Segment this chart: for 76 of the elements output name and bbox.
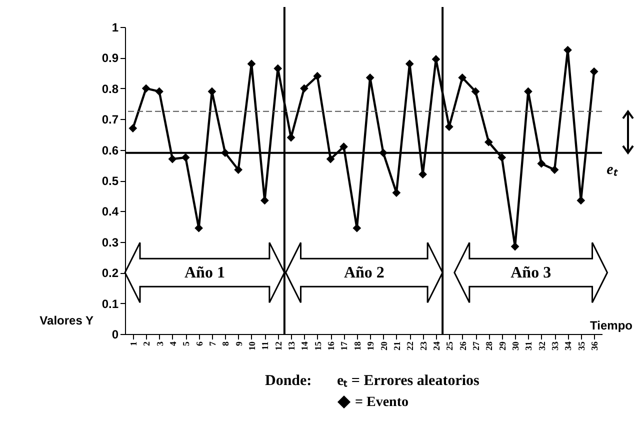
x-tick-label: 3 [154, 341, 165, 346]
x-tick-label: 21 [392, 341, 402, 350]
y-tick-label: 0.2 [102, 266, 119, 280]
text: eₜ [606, 162, 618, 178]
x-tick-label: 32 [536, 341, 547, 350]
point [181, 153, 190, 162]
y-tick-label: 0.1 [102, 296, 119, 311]
x-tick-label: 25 [444, 341, 455, 350]
x-tick-label: 18 [352, 341, 362, 350]
x-tick-label: 9 [234, 341, 244, 346]
point [326, 154, 335, 164]
x-tick-label: 14 [300, 341, 310, 350]
x-tick-label: 28 [484, 341, 494, 350]
point [590, 67, 598, 76]
x-tick-label: 11 [260, 341, 270, 350]
y-axis-title: Valores Y [40, 314, 94, 328]
point [313, 72, 322, 80]
point [550, 166, 559, 174]
annotation: Año 3 [510, 264, 552, 282]
x-axis-title: Tiempo [590, 318, 632, 332]
annotation: Año 2 [344, 264, 384, 282]
text: eₜ = Errores aleatorios [337, 373, 480, 389]
x-tick-label: 24 [431, 341, 442, 350]
y-tick-label: 0.4 [102, 204, 119, 219]
y-tick-label: 0.8 [102, 82, 119, 96]
x-tick-label: 8 [220, 341, 231, 346]
x-tick-label: 35 [576, 341, 586, 350]
x-tick-label: 4 [168, 341, 178, 346]
y-tick-label: 1 [112, 20, 119, 34]
point [392, 188, 401, 197]
x-tick-label: 16 [326, 341, 336, 350]
x-tick-label: 20 [378, 341, 389, 350]
point [128, 124, 138, 132]
y-tick-label: 0.9 [102, 51, 119, 66]
x-tick-label: 23 [418, 341, 428, 350]
x-tick-label: 2 [142, 341, 152, 346]
point [537, 159, 546, 168]
x-tick-label: 26 [458, 341, 468, 350]
x-tick-label: 31 [524, 341, 534, 350]
point [471, 87, 480, 96]
x-tick-label: 5 [181, 341, 192, 346]
point [168, 154, 177, 164]
point [366, 73, 374, 82]
point [498, 153, 506, 162]
x-tick-label: 15 [312, 341, 323, 350]
x-tick-label: 7 [207, 341, 218, 346]
y-tick-label: 0.5 [102, 174, 119, 188]
y-tick-label: 0.6 [102, 143, 119, 158]
x-tick-label: 33 [550, 341, 560, 350]
x-tick-label: 17 [339, 341, 350, 350]
x-tick-label: 36 [590, 341, 600, 350]
point [418, 170, 427, 179]
x-tick-label: 10 [246, 341, 257, 350]
y-tick-label: 0 [112, 328, 119, 342]
point [234, 166, 243, 174]
x-tick-label: 19 [366, 341, 376, 350]
point [458, 73, 467, 82]
y-tick-label: 0.7 [102, 112, 119, 127]
point [340, 142, 348, 151]
y-tick-label: 0.3 [102, 235, 119, 250]
x-tick-label: 30 [510, 341, 521, 350]
x-tick-label: 1 [128, 341, 138, 346]
x-tick-label: 27 [471, 341, 482, 350]
x-tick-label: 12 [273, 341, 284, 350]
point [155, 87, 164, 96]
point [484, 138, 493, 146]
point [300, 84, 308, 93]
x-tick-label: 29 [497, 341, 508, 350]
legend-label: = Evento [355, 395, 408, 410]
x-tick-label: 13 [286, 341, 297, 350]
point [142, 84, 150, 93]
text: Donde: [265, 373, 312, 389]
x-tick-label: 22 [405, 341, 416, 350]
x-tick-label: 34 [563, 341, 574, 350]
x-tick-label: 6 [194, 341, 204, 346]
annotation: Año 1 [184, 264, 225, 282]
